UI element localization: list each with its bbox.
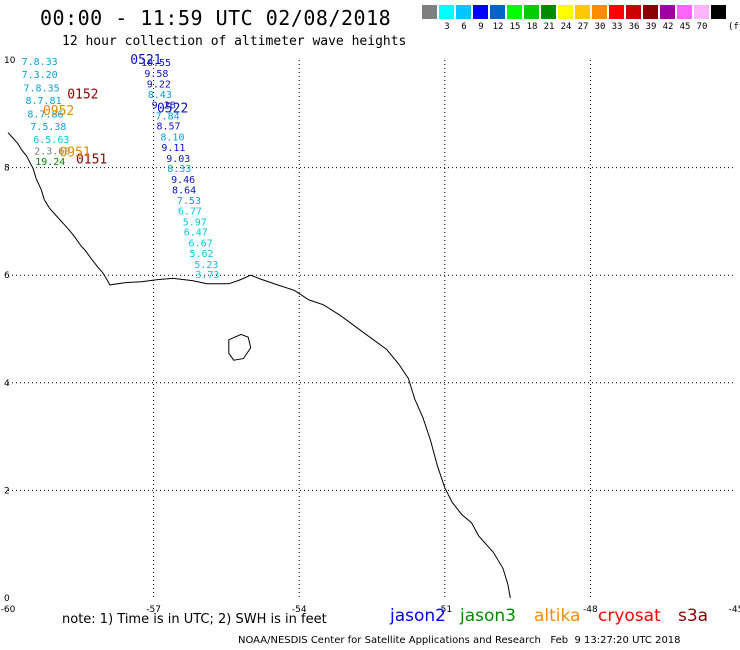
coastline <box>7 132 511 599</box>
wave-height-value: 5.97 <box>183 217 207 228</box>
wave-height-value: 9.26 <box>152 101 176 112</box>
legend-swatch <box>558 5 574 19</box>
legend-swatch <box>592 5 608 19</box>
legend-swatch <box>473 5 489 19</box>
legend-swatch <box>456 5 472 19</box>
mainland-coast <box>7 132 511 599</box>
legend-label: 9 <box>478 22 484 32</box>
legend-swatch <box>694 5 710 19</box>
wave-height-value: 8.33 <box>167 164 191 175</box>
legend-label: 39 <box>645 22 657 32</box>
map-title: 00:00 - 11:59 UTC 02/08/2018 <box>40 6 392 30</box>
wave-height-value: 7.84 <box>156 111 180 122</box>
legend-unit: (ft) <box>728 22 740 32</box>
legend-swatch <box>541 5 557 19</box>
wave-height-value: 8.57 <box>157 122 181 133</box>
legend-label: 6 <box>461 22 467 32</box>
legend-label: 30 <box>594 22 606 32</box>
lon-tick-label: -48 <box>583 605 598 615</box>
satellite-jason3: jason3 <box>460 606 516 626</box>
wave-height-value: 7.3.20 <box>22 70 58 81</box>
lat-tick-label: 6 <box>4 271 10 281</box>
wave-height-value: 7.5.38 <box>30 122 66 133</box>
wave-height-value: 19.24 <box>35 157 65 168</box>
lon-tick-label: -54 <box>292 605 307 615</box>
wave-height-value: 6.47 <box>184 228 208 239</box>
wave-height-value: 7.8.33 <box>22 57 58 68</box>
map-footer: NOAA/NESDIS Center for Satellite Applica… <box>238 635 681 646</box>
lon-tick-label: -51 <box>437 605 452 615</box>
wave-height-value: 6.77 <box>178 207 202 218</box>
satellite-jason2: jason2 <box>390 606 446 626</box>
legend-swatch <box>626 5 642 19</box>
pass-time-label: 0952 <box>43 104 74 119</box>
legend-swatch <box>643 5 659 19</box>
pass-time-label: 0152 <box>67 87 98 102</box>
wave-height-observations: 10.559.589.228.439.267.848.578.109.119.0… <box>22 53 220 281</box>
legend-label: 18 <box>526 22 538 32</box>
legend-swatch <box>711 5 727 19</box>
legend-label: 45 <box>679 22 691 32</box>
lat-tick-label: 4 <box>4 379 10 389</box>
legend-swatch <box>439 5 455 19</box>
wave-height-value: 9.22 <box>147 80 171 91</box>
legend-swatch <box>677 5 693 19</box>
wave-height-value: 8.7.86 <box>27 109 63 120</box>
satellite-s3a: s3a <box>678 606 709 626</box>
pass-time-label: 0151 <box>76 153 107 168</box>
wave-height-value: 5.23 <box>194 260 218 271</box>
legend-label: 12 <box>492 22 504 32</box>
legend-swatch <box>660 5 676 19</box>
legend-swatch <box>524 5 540 19</box>
wave-height-value: 9.11 <box>161 143 185 154</box>
lon-tick-label: -60 <box>1 605 16 615</box>
pass-time-label: 0522 <box>157 101 188 116</box>
satellite-altika: altika <box>534 606 581 626</box>
wave-height-value: 9.58 <box>144 69 168 80</box>
lat-tick-label: 10 <box>4 56 16 66</box>
wave-height-value: 8.43 <box>148 90 172 101</box>
axis-tick-labels: -60 -57 -54 -51 -48 -45 0 2 4 6 8 10 <box>1 56 740 615</box>
wave-height-value: 6.5.63 <box>33 135 69 146</box>
wave-height-value: 9.03 <box>166 154 190 165</box>
lon-tick-label: -45 <box>729 605 740 615</box>
legend-label: 3 <box>444 22 450 32</box>
wave-height-value: 9.46 <box>171 175 195 186</box>
wave-height-value: 7.8.35 <box>24 83 60 94</box>
legend-swatch <box>507 5 523 19</box>
lat-lon-grid <box>8 60 736 598</box>
legend-label: 27 <box>577 22 589 32</box>
lat-tick-label: 0 <box>4 594 10 604</box>
wave-height-value: 3.73 <box>195 270 219 281</box>
wave-height-value: 6.67 <box>189 238 213 249</box>
map-note: note: 1) Time is in UTC; 2) SWH is in fe… <box>62 612 327 627</box>
legend-swatch <box>609 5 625 19</box>
legend-label: 15 <box>509 22 521 32</box>
wave-height-value: 7.53 <box>177 196 201 207</box>
pass-time-label: 0521 <box>130 53 161 68</box>
legend-label: 36 <box>628 22 640 32</box>
pass-time-label: 0951 <box>59 146 90 161</box>
satellite-cryosat: cryosat <box>598 606 661 626</box>
wave-height-value: 8.7.81 <box>25 96 61 107</box>
wave-height-value: 5.62 <box>190 249 214 260</box>
island-outline <box>228 333 252 361</box>
wave-height-value: 2.3.60 <box>34 146 70 157</box>
legend-label: 24 <box>560 22 572 32</box>
lon-tick-label: -57 <box>146 605 161 615</box>
legend-label: 21 <box>543 22 555 32</box>
legend-swatch <box>490 5 506 19</box>
legend-swatch <box>422 5 438 19</box>
legend-label: 70 <box>696 22 708 32</box>
lat-tick-label: 8 <box>4 164 10 174</box>
map-subtitle: 12 hour collection of altimeter wave hei… <box>62 34 407 49</box>
wave-height-value: 10.55 <box>141 58 171 69</box>
legend-label: 42 <box>662 22 674 32</box>
legend-swatch <box>575 5 591 19</box>
wave-height-value: 8.10 <box>160 132 184 143</box>
wave-height-value: 8.64 <box>172 186 196 197</box>
legend-label: 33 <box>611 22 623 32</box>
lat-tick-label: 2 <box>4 486 10 496</box>
